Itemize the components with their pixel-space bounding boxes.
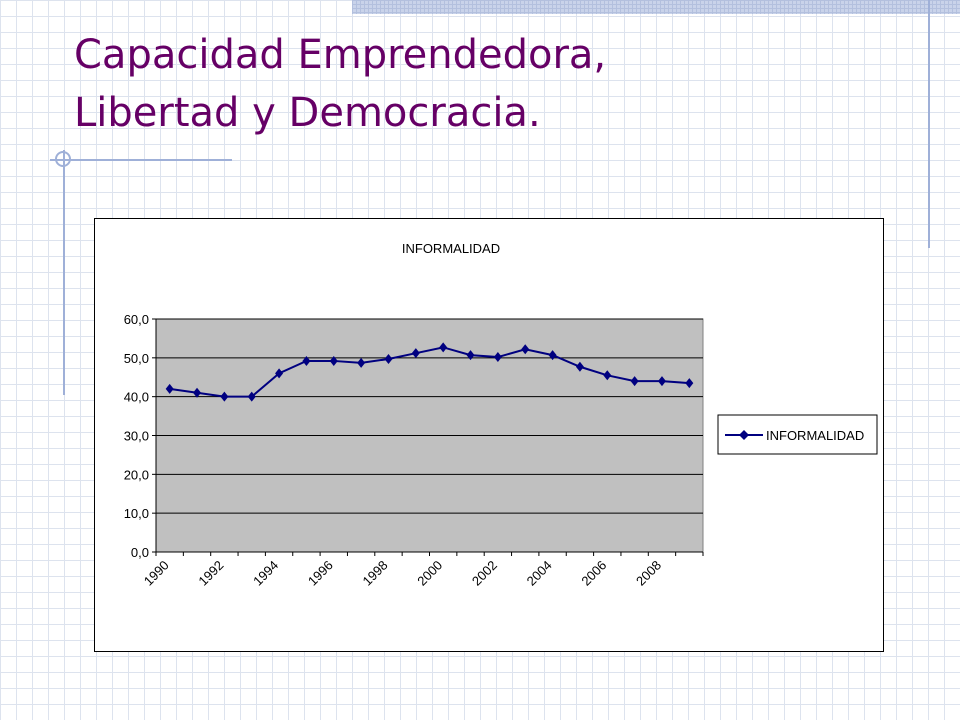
data-point <box>220 391 229 402</box>
data-point <box>275 368 284 379</box>
line-chart: INFORMALIDAD 0,0 10,0 20,0 30,0 40,0 50,0 60,0… <box>124 241 878 589</box>
y-axis-ticks: 0,0 10,0 20,0 30,0 40,0 50,0 60,0 <box>124 312 157 560</box>
legend-label: INFORMALIDAD <box>766 428 864 443</box>
y-tick-label: 40,0 <box>124 390 149 405</box>
data-point <box>247 391 256 402</box>
x-tick-label: 2004 <box>524 558 555 589</box>
data-point <box>329 355 338 366</box>
x-tick-label: 1994 <box>250 558 281 589</box>
legend: INFORMALIDAD <box>717 414 878 455</box>
data-point <box>657 376 666 387</box>
series-group <box>165 342 694 402</box>
right-decorative-line <box>928 0 930 248</box>
data-point <box>357 357 366 368</box>
left-decorative-line <box>63 150 65 395</box>
data-point <box>548 350 557 361</box>
x-tick-label: 2000 <box>414 558 445 589</box>
decorative-circle-icon <box>55 151 71 167</box>
data-point <box>302 355 311 366</box>
data-point <box>193 387 202 398</box>
x-tick-label: 2006 <box>578 558 609 589</box>
x-axis-ticks: 1990 1992 1994 1996 1998 2000 2002 2004 2006 2008 <box>141 551 704 589</box>
data-point <box>466 350 475 361</box>
legend-marker <box>739 430 749 440</box>
data-point <box>493 352 502 363</box>
data-point <box>685 378 694 389</box>
title-underline <box>50 159 232 161</box>
y-tick-label: 60,0 <box>124 312 149 327</box>
data-point <box>411 348 420 359</box>
y-tick-label: 20,0 <box>124 467 149 482</box>
data-point <box>630 376 639 387</box>
data-point <box>439 342 448 353</box>
top-decorative-band <box>352 0 960 14</box>
chart-frame: INFORMALIDAD 0,0 10,0 20,0 30,0 40,0 50,0 60,0… <box>94 218 884 652</box>
x-tick-label: 1992 <box>195 558 226 589</box>
data-point <box>165 383 174 394</box>
slide-title: Capacidad Emprendedora, Libertad y Democ… <box>74 26 874 142</box>
x-tick-label: 1996 <box>305 558 336 589</box>
y-tick-label: 0,0 <box>131 545 149 560</box>
data-point <box>603 370 612 381</box>
x-tick-label: 1998 <box>360 558 391 589</box>
y-tick-label: 10,0 <box>124 506 149 521</box>
data-point <box>575 361 584 372</box>
data-point <box>384 353 393 364</box>
data-point <box>521 344 530 355</box>
slide-title-line-1: Capacidad Emprendedora, <box>74 32 607 78</box>
series-line <box>169 346 690 398</box>
x-tick-label: 2002 <box>469 558 500 589</box>
slide-title-line-2: Libertad y Democracia. <box>74 90 541 136</box>
y-tick-label: 30,0 <box>124 429 149 444</box>
x-tick-label: 2008 <box>633 558 664 589</box>
x-tick-label: 1990 <box>141 558 172 589</box>
y-tick-label: 50,0 <box>124 351 149 366</box>
chart-title: INFORMALIDAD <box>402 241 500 256</box>
